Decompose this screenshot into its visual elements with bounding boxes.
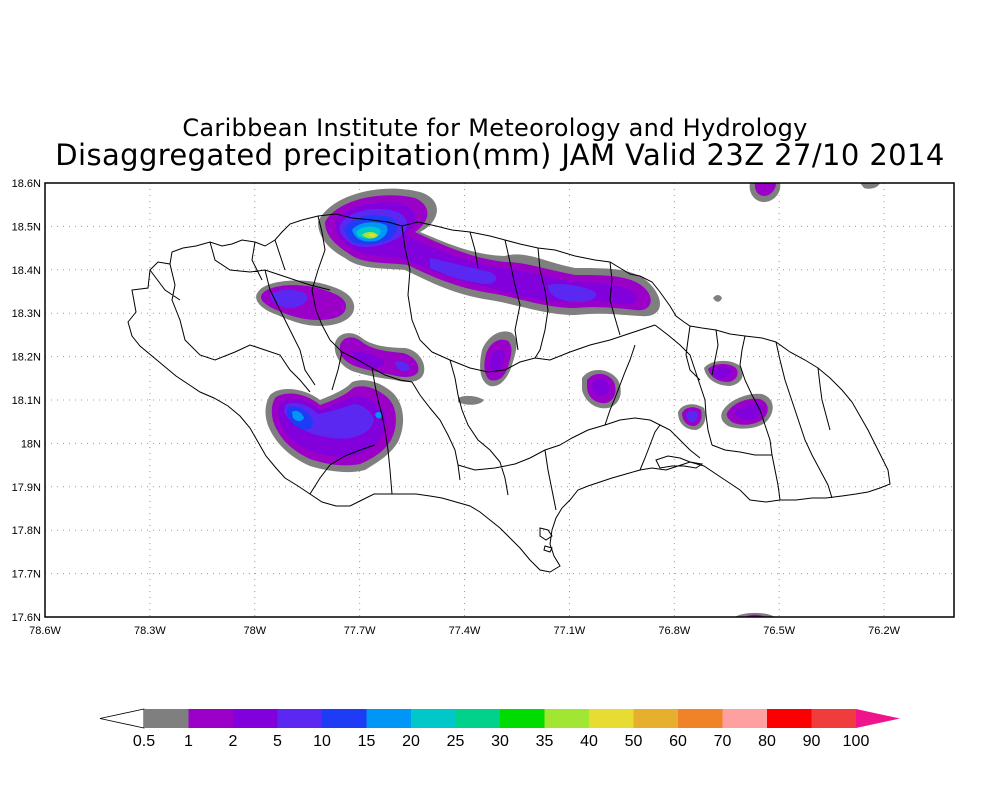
colorbar-label: 70 [714,733,732,750]
lat-label: 17.7N [12,569,41,581]
colorbar-swatch [767,709,812,728]
colorbar-label: 60 [669,733,687,750]
plot-frame [44,182,955,618]
colorbar-label: 20 [402,733,420,750]
lat-label: 17.6N [12,612,41,624]
colorbar-swatch [322,709,367,728]
colorbar-label: 40 [580,733,598,750]
lat-label: 18.1N [12,395,41,407]
coastline [127,213,891,573]
lon-label: 76.2W [868,625,900,637]
colorbar-swatch [500,709,545,728]
precip-area-southwest [265,380,404,473]
parish-boundaries [149,215,833,511]
colorbar-label: 1 [184,733,193,750]
colorbar-label: 90 [803,733,821,750]
colorbar-swatch [277,709,323,728]
colorbar-swatch [811,709,857,728]
lon-label: 78.6W [29,625,61,637]
colorbar-swatch [589,709,634,728]
colorbar-label: 35 [536,733,554,750]
colorbar-swatch [455,709,501,728]
precip-area-north [318,188,660,317]
colorbar-swatch [678,709,723,728]
kingston-harbour [655,455,704,469]
colorbar-label: 5 [273,733,282,750]
colorbar-over-arrow [856,709,900,728]
precipitation-field [256,183,880,617]
lon-label: 76.5W [763,625,795,637]
lat-label: 18.2N [12,352,41,364]
colorbar-swatch [544,709,590,728]
lat-label: 17.9N [12,482,41,494]
colorbar-label: 0.5 [133,733,155,750]
longitude-labels: 78.6W 78.3W 78W 77.7W 77.4W 77.1W 76.8W 76.5W 76… [29,625,900,637]
colorbar-label: 25 [447,733,465,750]
lon-label: 76.8W [658,625,690,637]
colorbar-swatch [366,709,412,728]
colorbar-under-arrow [99,708,145,729]
colorbar: 0.5 1 2 5 10 15 20 25 30 35 40 50 60 70 80 90 100 [99,708,900,750]
colorbar-label: 15 [358,733,376,750]
colorbar-label: 2 [229,733,238,750]
colorbar-label: 100 [843,733,870,750]
lon-label: 77.4W [449,625,481,637]
colorbar-swatch [188,709,234,728]
precip-area-west [256,280,355,326]
colorbar-label: 50 [625,733,643,750]
lon-label: 77.7W [344,625,376,637]
lat-label: 18N [21,438,41,450]
precip-area-misc [458,183,880,617]
lon-label: 78.3W [134,625,166,637]
title-line1: Caribbean Institute for Meteorology and … [182,114,808,142]
lat-label: 18.3N [12,308,41,320]
colorbar-swatch [144,709,189,728]
colorbar-swatch [411,709,456,728]
title-line2: Disaggregated precipitation(mm) JAM Vali… [55,138,945,172]
colorbar-label: 10 [313,733,331,750]
colorbar-swatch [633,709,679,728]
lat-label: 18.6N [12,178,41,190]
jamaica-outline [127,213,891,573]
colorbar-swatch [233,709,278,728]
precip-area-central [334,333,425,382]
lat-label: 18.5N [12,221,41,233]
lon-label: 78W [243,625,266,637]
colorbar-swatch [722,709,768,728]
portland-bight-islets [539,527,553,553]
colorbar-label: 80 [758,733,776,750]
colorbar-label: 30 [491,733,509,750]
lat-label: 18.4N [12,265,41,277]
latitude-labels: 18.6N 18.5N 18.4N 18.3N 18.2N 18.1N 18N 17.9N 17… [12,178,41,624]
lat-label: 17.8N [12,525,41,537]
lon-label: 77.1W [554,625,586,637]
